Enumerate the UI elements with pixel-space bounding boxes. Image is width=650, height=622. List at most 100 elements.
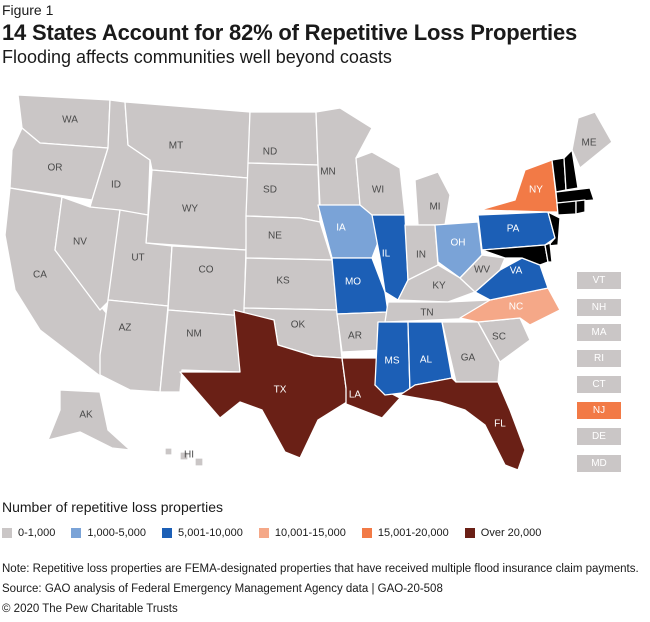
legend-label: 1,000-5,000 [87,527,147,539]
legend-item: 0-1,000 [2,527,55,539]
label-SD: SD [263,185,277,196]
northeast-box-ct: CT [577,376,621,393]
state-NY [479,159,559,213]
state-NE [245,215,333,261]
legend-swatch [361,528,372,538]
legend-swatch [2,528,12,538]
label-ND: ND [263,147,277,158]
northeast-box-de: DE [577,428,621,445]
state-SD [245,162,321,223]
label-NC: NC [509,302,523,313]
label-FL: FL [494,419,506,430]
us-map: WA OR CA ID NV MT WY UT AZ CO NM ND SD N… [4,94,613,471]
label-AL: AL [420,355,433,366]
legend-swatch [162,528,173,538]
label-CO: CO [199,265,214,276]
label-KY: KY [432,281,446,292]
label-OR: OR [48,163,63,174]
state-PA [477,211,556,251]
label-IL: IL [382,249,391,260]
legend-label: Over 20,000 [480,527,542,539]
northeast-box-vt: VT [577,272,621,289]
label-WV: WV [474,265,490,276]
northeast-box-nj: NJ [577,402,621,419]
state-WV [459,254,506,293]
label-WY: WY [182,204,198,215]
legend-title: Number of repetitive loss properties [2,499,223,515]
label-CA: CA [33,270,47,281]
label-KS: KS [276,276,290,287]
label-TN: TN [420,308,433,319]
label-SC: SC [492,332,506,343]
label-ME: ME [582,138,597,149]
label-WA: WA [62,115,78,126]
label-IA: IA [336,223,346,234]
label-WI: WI [372,185,384,196]
legend-item: 1,000-5,000 [71,527,146,539]
legend-label: 10,001-15,000 [274,527,346,539]
state-MI [414,171,451,226]
northeast-box-ma: MA [577,324,621,341]
legend-item: 5,001-10,000 [162,527,243,539]
chart-title: 14 States Account for 82% of Repetitive … [2,20,578,45]
state-NJ [547,211,561,247]
state-WI [355,151,406,216]
state-HI [164,447,204,467]
legend-item: 10,001-15,000 [258,527,346,539]
figure-label: Figure 1 [2,2,54,18]
label-AR: AR [348,331,362,342]
label-VA: VA [510,266,523,277]
source-line: Source: GAO analysis of Federal Emergenc… [2,583,443,595]
label-PA: PA [507,224,520,235]
state-FL [399,377,526,471]
label-OK: OK [291,320,306,331]
state-ME [571,111,613,169]
legend-item: Over 20,000 [464,527,542,539]
state-NH [563,149,579,191]
legend-label: 0-1,000 [18,527,56,539]
label-UT: UT [131,253,144,264]
state-TX [179,309,351,459]
legend-swatch [71,528,82,538]
legend-item: 15,001-20,000 [361,527,449,539]
state-MS [374,321,411,396]
label-OH: OH [451,238,466,249]
label-MI: MI [429,202,440,213]
label-GA: GA [461,353,476,364]
legend-swatch [258,528,269,538]
state-ND [247,111,319,166]
label-NE: NE [268,231,282,242]
chart-subtitle: Flooding affects communities well beyond… [2,47,392,67]
state-CO [167,245,247,317]
state-CT [556,200,577,216]
label-AZ: AZ [119,323,132,334]
state-AZ [99,299,169,393]
label-LA: LA [349,390,362,401]
legend: 0-1,000 1,000-5,000 5,001-10,000 10,001-… [2,527,557,539]
label-AK: AK [79,410,93,421]
label-MN: MN [320,167,336,178]
label-NY: NY [529,185,543,196]
legend-swatch [464,528,475,538]
northeast-box-ri: RI [577,350,621,367]
legend-label: 15,001-20,000 [377,527,449,539]
state-DE [544,242,553,263]
state-GA [441,321,501,383]
state-KS [243,257,338,311]
state-AK [47,389,131,451]
label-MT: MT [169,141,183,152]
label-TX: TX [274,385,287,396]
state-MO [331,257,389,315]
legend-label: 5,001-10,000 [178,527,243,539]
copyright-line: © 2020 The Pew Charitable Trusts [2,603,178,615]
label-IN: IN [416,250,426,261]
label-ID: ID [111,180,121,191]
state-MA [555,187,595,204]
label-HI: HI [184,450,194,461]
footnote: Note: Repetitive loss properties are FEM… [2,563,639,575]
northeast-box-nh: NH [577,299,621,316]
label-NV: NV [73,237,87,248]
label-MO: MO [345,277,361,288]
state-labels: WA OR CA ID NV MT WY UT AZ CO NM ND SD N… [33,115,597,461]
state-RI [575,199,586,215]
